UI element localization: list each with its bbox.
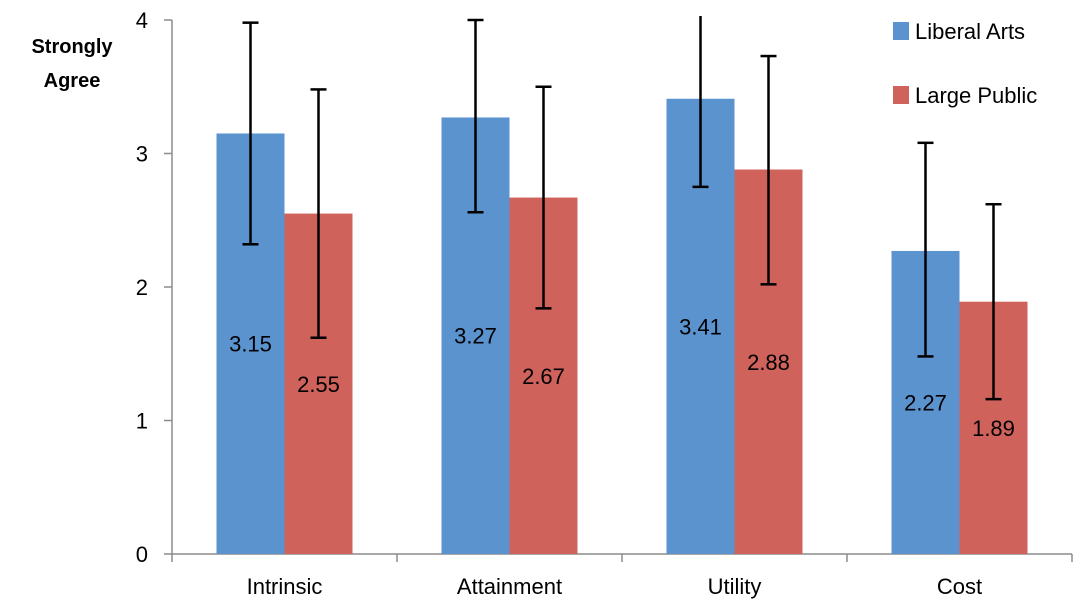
- data-label: 2.55: [297, 372, 340, 397]
- y-tick-label: 0: [136, 542, 148, 567]
- data-label: 2.27: [904, 390, 947, 415]
- y-tick-label: 2: [136, 275, 148, 300]
- data-label: 2.88: [747, 350, 790, 375]
- data-labels: 3.15 3.27 3.41 2.27 2.55 2.67 2.88 1.89: [229, 314, 1015, 440]
- data-label: 3.27: [454, 324, 497, 349]
- legend-swatch: [893, 22, 909, 40]
- y-tick-label: 4: [136, 8, 148, 33]
- x-tick-label: Utility: [708, 574, 762, 599]
- legend-swatch: [893, 86, 909, 104]
- data-label: 3.15: [229, 332, 272, 357]
- legend-label: Liberal Arts: [915, 19, 1025, 44]
- data-label: 3.41: [679, 314, 722, 339]
- legend-label: Large Public: [915, 83, 1037, 108]
- error-bars: [242, 16, 1002, 401]
- x-tick-label: Attainment: [457, 574, 562, 599]
- y-tick-label: 1: [136, 409, 148, 434]
- data-label: 2.67: [522, 364, 565, 389]
- x-tick-label: Intrinsic: [247, 574, 323, 599]
- y-axis-label-line-1: Strongly: [31, 36, 113, 58]
- x-tick-label: Cost: [937, 574, 982, 599]
- legend: Liberal Arts Large Public: [893, 19, 1037, 108]
- y-tick-label: 3: [136, 142, 148, 167]
- axes: 0 1 2 3 4 Intrinsic Attainment Utility Cost: [136, 8, 1073, 599]
- data-label: 1.89: [972, 416, 1015, 441]
- bars: [216, 98, 1028, 554]
- y-axis-label-line-2: Agree: [44, 70, 101, 92]
